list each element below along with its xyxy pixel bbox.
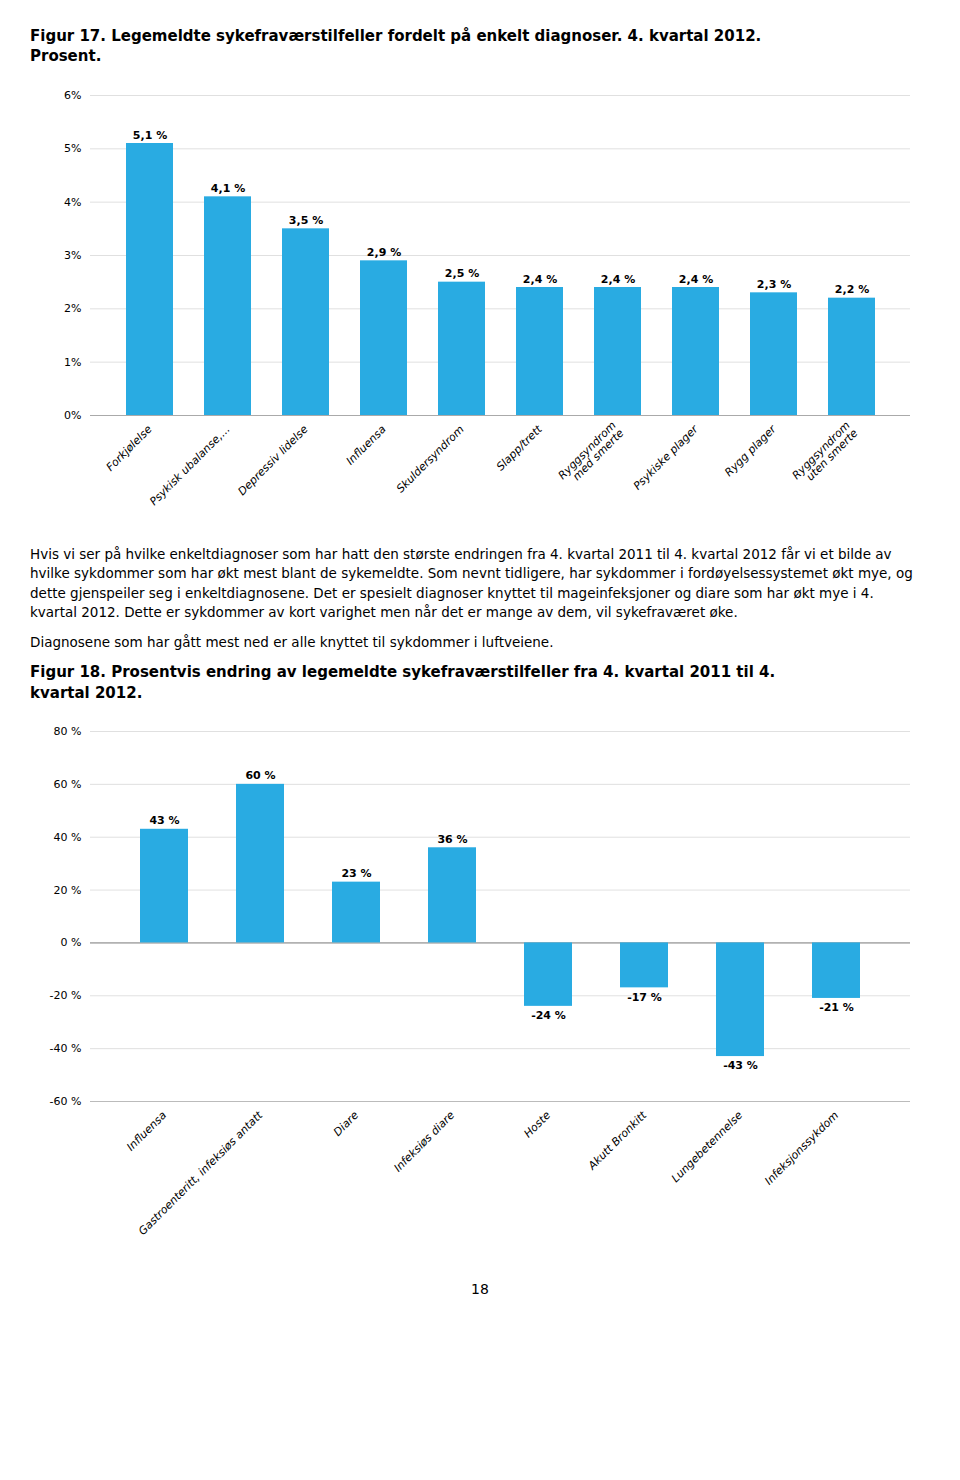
svg-text:Slapp/trett: Slapp/trett	[494, 422, 545, 473]
svg-text:3%: 3%	[64, 249, 81, 262]
svg-text:43 %: 43 %	[149, 814, 179, 827]
svg-text:Ryggsyndrommed smerte: Ryggsyndrommed smerte	[556, 418, 627, 489]
svg-text:2,5 %: 2,5 %	[445, 267, 479, 280]
svg-text:Ryggsyndromuten smerte: Ryggsyndromuten smerte	[790, 418, 861, 489]
svg-text:-40 %: -40 %	[50, 1042, 82, 1055]
svg-text:Forkjølelse: Forkjølelse	[104, 422, 155, 473]
svg-text:Psykisk ubalanse,...: Psykisk ubalanse,...	[147, 422, 232, 507]
svg-text:80 %: 80 %	[54, 725, 82, 738]
svg-text:2,4 %: 2,4 %	[523, 272, 557, 285]
svg-text:Influensa: Influensa	[344, 422, 389, 467]
svg-text:Skuldersyndrom: Skuldersyndrom	[394, 422, 467, 495]
svg-text:4%: 4%	[64, 195, 81, 208]
svg-text:-21 %: -21 %	[819, 1001, 854, 1014]
svg-text:-43 %: -43 %	[723, 1059, 758, 1072]
svg-text:-60 %: -60 %	[50, 1095, 82, 1108]
svg-text:23 %: 23 %	[341, 867, 371, 880]
svg-text:Hoste: Hoste	[521, 1108, 553, 1140]
svg-text:1%: 1%	[64, 355, 81, 368]
svg-text:60 %: 60 %	[54, 778, 82, 791]
html-text:Figur 17. Legemeldte sykefravæ: Figur 17. Legemeldte sykefraværstilfelle…	[30, 27, 762, 66]
svg-text:60 %: 60 %	[245, 769, 275, 782]
svg-text:2,9 %: 2,9 %	[367, 245, 401, 258]
svg-text:Diare: Diare	[331, 1108, 361, 1138]
svg-text:2,3 %: 2,3 %	[757, 277, 791, 290]
svg-text:20 %: 20 %	[54, 883, 82, 896]
svg-text:Akutt Bronkitt: Akutt Bronkitt	[585, 1108, 650, 1173]
svg-text:Psykiske plager: Psykiske plager	[631, 421, 702, 492]
html-text:Hvis vi ser på hvilke enkeltdi: Hvis vi ser på hvilke enkeltdiagnoser so…	[30, 545, 913, 621]
svg-text:Infeksiøs diare: Infeksiøs diare	[391, 1108, 457, 1174]
svg-text:Gastroenteritt, infeksiøs anta: Gastroenteritt, infeksiøs antatt	[136, 1108, 266, 1238]
svg-text:Rygg plager: Rygg plager	[722, 421, 779, 478]
svg-text:5,1 %: 5,1 %	[133, 128, 167, 141]
svg-text:-17 %: -17 %	[627, 990, 662, 1003]
svg-text:Infeksjonssykdom: Infeksjonssykdom	[762, 1109, 841, 1188]
svg-text:Depressiv lidelse: Depressiv lidelse	[235, 422, 310, 497]
svg-text:-20 %: -20 %	[50, 989, 82, 1002]
svg-text:Lungebetennelse: Lungebetennelse	[669, 1108, 745, 1184]
svg-text:6%: 6%	[64, 89, 81, 102]
svg-text:-24 %: -24 %	[531, 1009, 566, 1022]
svg-text:2%: 2%	[64, 302, 81, 315]
svg-text:Influensa: Influensa	[124, 1108, 169, 1153]
svg-text:2,4 %: 2,4 %	[679, 272, 713, 285]
html-text:Figur 18. Prosentvis endring a: Figur 18. Prosentvis endring av legemeld…	[30, 663, 776, 702]
svg-text:5%: 5%	[64, 142, 81, 155]
svg-text:3,5 %: 3,5 %	[289, 213, 323, 226]
svg-text:36 %: 36 %	[437, 833, 467, 846]
svg-text:2,2 %: 2,2 %	[835, 283, 869, 296]
svg-text:4,1 %: 4,1 %	[211, 181, 245, 194]
svg-text:0%: 0%	[64, 409, 81, 422]
svg-text:40 %: 40 %	[54, 831, 82, 844]
html-text:Diagnosene som har gått mest n: Diagnosene som har gått mest ned er alle…	[30, 633, 554, 650]
svg-text:0 %: 0 %	[61, 936, 82, 949]
html-text:18: 18	[471, 1280, 489, 1297]
svg-text:2,4 %: 2,4 %	[601, 272, 635, 285]
